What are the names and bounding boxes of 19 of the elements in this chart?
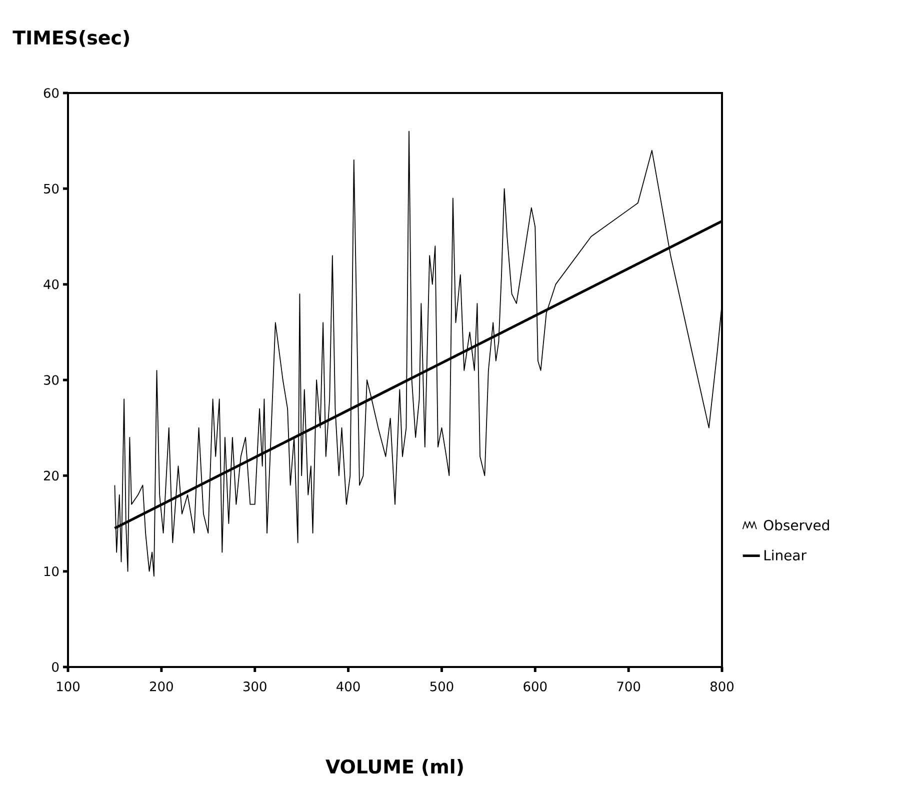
y-tick-label: 10 xyxy=(44,566,59,576)
x-tick-label: 200 xyxy=(150,682,173,692)
x-tick-label: 400 xyxy=(336,682,360,692)
x-tick-label: 300 xyxy=(243,682,266,692)
x-tick-label: 500 xyxy=(430,682,454,692)
legend-label: Observed xyxy=(764,520,829,530)
y-tick-label: 30 xyxy=(44,375,59,385)
y-tick-label: 60 xyxy=(44,88,59,98)
x-axis-title: VOLUME (ml) xyxy=(326,759,463,776)
legend-label: Linear xyxy=(764,550,806,561)
y-tick-label: 20 xyxy=(44,470,59,481)
y-tick-label: 40 xyxy=(44,279,59,290)
x-tick-label: 800 xyxy=(710,682,734,692)
y-tick-label: 50 xyxy=(44,184,59,194)
y-tick-label: 0 xyxy=(52,662,59,672)
y-axis-title: TIMES(sec) xyxy=(12,30,129,47)
x-tick-label: 600 xyxy=(524,682,547,692)
x-tick-label: 700 xyxy=(617,682,640,692)
x-tick-label: 100 xyxy=(57,682,80,692)
